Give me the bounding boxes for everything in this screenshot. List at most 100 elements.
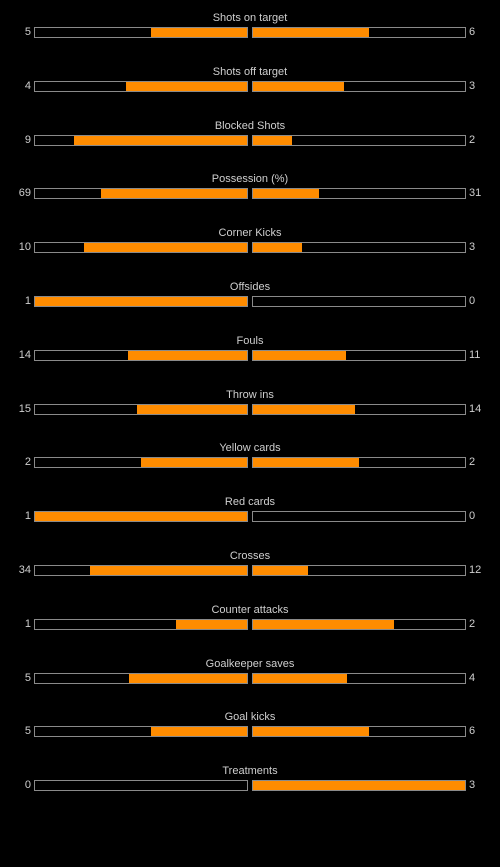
home-value: 5 xyxy=(24,671,31,684)
stat-row: Crosses 34 12 xyxy=(0,548,500,602)
away-bar xyxy=(252,295,466,307)
away-bar xyxy=(252,618,466,630)
stat-title: Shots on target xyxy=(212,12,288,24)
home-bar xyxy=(34,403,248,415)
stat-title: Yellow cards xyxy=(219,442,281,455)
home-bar-fill xyxy=(73,135,247,145)
stat-row: Shots on target 5 6 xyxy=(0,10,500,64)
home-bar-fill xyxy=(137,404,247,414)
home-bar xyxy=(34,672,248,684)
stat-row: Goal kicks 5 6 xyxy=(0,709,500,763)
home-value: 1 xyxy=(24,294,31,307)
stat-row: Blocked Shots 9 2 xyxy=(0,118,500,172)
away-value: 31 xyxy=(469,187,482,200)
away-value: 2 xyxy=(469,133,476,146)
home-bar-fill xyxy=(35,296,247,306)
stat-row: Offsides 1 0 xyxy=(0,279,500,333)
home-bar-fill xyxy=(125,81,247,91)
away-value: 3 xyxy=(469,79,476,92)
home-bar xyxy=(34,80,248,92)
away-bar-fill xyxy=(253,28,369,37)
home-bar xyxy=(34,242,248,254)
stat-title: Offsides xyxy=(229,280,271,293)
home-bar xyxy=(34,511,248,523)
away-value: 3 xyxy=(469,241,476,254)
away-value: 2 xyxy=(469,617,476,630)
away-bar-fill xyxy=(253,619,395,629)
stat-title: Crosses xyxy=(229,549,271,562)
stat-row: Possession (%) 69 31 xyxy=(0,171,500,225)
away-bar xyxy=(252,188,466,200)
away-bar-fill xyxy=(253,189,319,199)
away-bar-fill xyxy=(253,781,465,791)
away-value: 0 xyxy=(469,510,476,523)
home-value: 69 xyxy=(18,187,31,200)
away-bar-fill xyxy=(253,135,292,145)
away-bar-fill xyxy=(253,81,344,91)
home-value: 5 xyxy=(24,26,31,38)
away-value: 2 xyxy=(469,456,476,469)
stat-title: Treatments xyxy=(222,765,278,778)
home-value: 14 xyxy=(18,348,31,361)
away-bar-fill xyxy=(253,565,309,575)
away-bar xyxy=(252,672,466,684)
home-bar-fill xyxy=(128,350,247,360)
home-bar xyxy=(34,27,248,38)
home-value: 5 xyxy=(24,725,31,738)
stat-row: Red cards 1 0 xyxy=(0,494,500,548)
stat-title: Throw ins xyxy=(226,388,274,401)
away-bar xyxy=(252,564,466,576)
home-bar xyxy=(34,134,248,146)
home-bar-fill xyxy=(141,458,247,468)
home-bar xyxy=(34,618,248,630)
home-bar xyxy=(34,780,248,792)
home-bar-fill xyxy=(90,565,247,575)
home-bar xyxy=(34,349,248,361)
stat-title: Shots off target xyxy=(212,65,288,78)
stat-row: Corner Kicks 10 3 xyxy=(0,225,500,279)
stat-title: Corner Kicks xyxy=(218,227,282,240)
home-value: 9 xyxy=(24,133,31,146)
home-bar-fill xyxy=(150,28,247,37)
away-bar xyxy=(252,726,466,738)
stat-row: Shots off target 4 3 xyxy=(0,64,500,118)
match-stats-list: Shots on target 5 6 Shots off target 4 3… xyxy=(0,10,500,817)
stat-row: Treatments 0 3 xyxy=(0,763,500,817)
away-bar xyxy=(252,780,466,792)
away-bar xyxy=(252,80,466,92)
home-bar xyxy=(34,188,248,200)
away-bar xyxy=(252,403,466,415)
stat-title: Goal kicks xyxy=(224,711,276,724)
stat-row: Yellow cards 2 2 xyxy=(0,440,500,494)
stat-row: Throw ins 15 14 xyxy=(0,387,500,441)
away-bar xyxy=(252,457,466,469)
away-bar-fill xyxy=(253,243,302,253)
away-bar-fill xyxy=(253,458,359,468)
stat-title: Fouls xyxy=(236,334,264,347)
away-value: 6 xyxy=(469,26,476,38)
away-value: 0 xyxy=(469,294,476,307)
stat-row: Counter attacks 1 2 xyxy=(0,602,500,656)
away-value: 12 xyxy=(469,563,482,576)
stat-title: Goalkeeper saves xyxy=(205,657,295,670)
home-bar-fill xyxy=(100,189,247,199)
stat-title: Possession (%) xyxy=(211,173,289,186)
home-bar xyxy=(34,564,248,576)
away-value: 4 xyxy=(469,671,476,684)
home-value: 1 xyxy=(24,617,31,630)
home-value: 1 xyxy=(24,510,31,523)
home-value: 2 xyxy=(24,456,31,469)
away-bar xyxy=(252,134,466,146)
away-bar xyxy=(252,349,466,361)
stat-title: Counter attacks xyxy=(211,603,289,616)
home-bar xyxy=(34,457,248,469)
away-bar-fill xyxy=(253,404,356,414)
home-bar-fill xyxy=(129,673,247,683)
away-bar-fill xyxy=(253,673,348,683)
home-bar-fill xyxy=(176,619,247,629)
home-value: 0 xyxy=(24,779,31,792)
home-bar xyxy=(34,726,248,738)
home-bar-fill xyxy=(35,512,247,522)
away-bar xyxy=(252,27,466,38)
stat-title: Red cards xyxy=(224,496,276,509)
